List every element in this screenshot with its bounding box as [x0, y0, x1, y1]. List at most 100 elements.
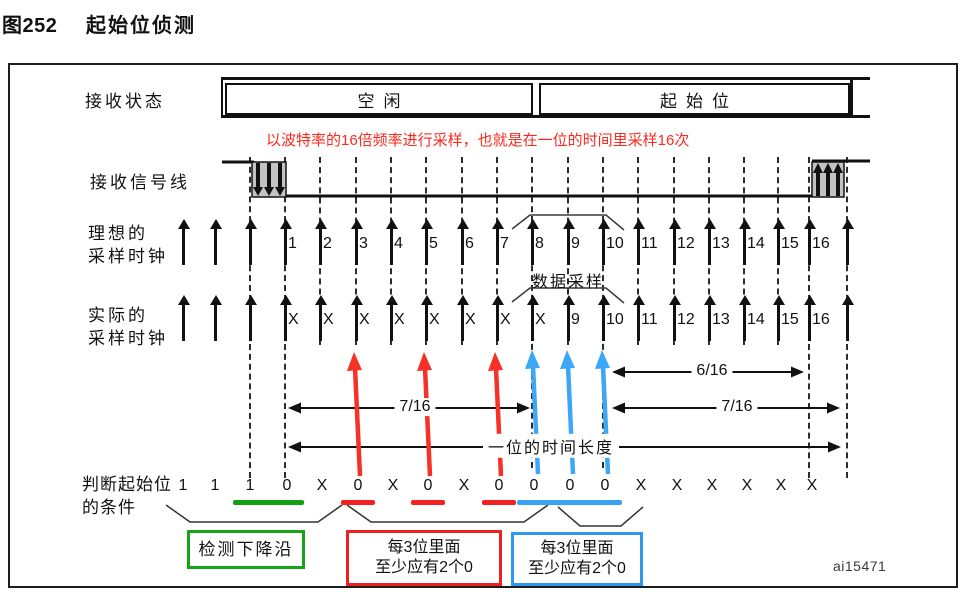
bit-value: X	[635, 477, 647, 494]
actual-clock-arrow	[177, 295, 190, 341]
bit-value: X	[806, 477, 818, 494]
bit-value: X	[387, 477, 399, 494]
ideal-clock-arrow	[562, 219, 575, 265]
figure-code: ai15471	[833, 558, 887, 574]
state-idle-label: 空闲	[357, 91, 410, 111]
actual-clock-label: X	[535, 311, 546, 328]
bit-value: 1	[178, 477, 188, 494]
state-band-divider	[850, 77, 853, 118]
ideal-clock-arrow	[526, 219, 539, 265]
ideal-clock-arrow	[244, 219, 257, 265]
bit-value: 0	[494, 477, 504, 494]
bit-value: 1	[210, 477, 220, 494]
bit-value: X	[458, 477, 470, 494]
actual-clock-label: 14	[747, 311, 765, 328]
actual-clock-label: 10	[606, 311, 624, 328]
ideal-clock-arrow	[632, 219, 645, 265]
actual-clock-arrow	[841, 295, 854, 341]
figure-number: 图252	[2, 15, 58, 37]
actual-clock-arrow	[803, 295, 816, 341]
ideal-clock-label: 12	[677, 235, 695, 252]
actual-clock-label: 12	[677, 311, 695, 328]
callout-blue-rule: 每3位里面 至少应有2个0	[511, 532, 643, 586]
ideal-clock-label: 1	[288, 235, 297, 252]
actual-clock-arrow	[597, 295, 610, 341]
bit-value: X	[671, 477, 683, 494]
state-start-bit-label: 起始位	[660, 91, 738, 111]
ideal-clock-label: 4	[394, 235, 403, 252]
label-ideal-clock-2: 采样时钟	[88, 247, 168, 266]
actual-clock-arrow	[703, 295, 716, 341]
ideal-clock-label: 10	[606, 235, 624, 252]
bit-value: 0	[565, 477, 575, 494]
sampling-annotation: 以波特率的16倍频率进行采样，也就是在一位的时间里采样16次	[266, 132, 690, 149]
bit-value: X	[775, 477, 787, 494]
ideal-clock-label: 6	[465, 235, 474, 252]
ideal-clock-arrow	[841, 219, 854, 265]
ideal-clock-label: 3	[359, 235, 368, 252]
bit-value: X	[706, 477, 718, 494]
ideal-clock-arrow	[668, 219, 681, 265]
callout-red-rule-line1: 每3位里面	[387, 539, 461, 556]
label-judge-2: 的条件	[82, 498, 136, 517]
bit-underline-green	[233, 500, 304, 505]
measure-mid-6-16: 6/16	[691, 362, 733, 381]
bit-value: X	[741, 477, 753, 494]
ideal-clock-arrow	[703, 219, 716, 265]
label-receive-state: 接收状态	[85, 92, 165, 111]
data-sampling-label: 数据采样	[531, 274, 605, 291]
actual-clock-label: X	[465, 311, 476, 328]
actual-clock-arrow	[420, 295, 433, 341]
actual-clock-arrow	[526, 295, 539, 341]
state-band-top-line	[222, 77, 870, 80]
page-title: 起始位侦测	[86, 15, 196, 37]
ideal-clock-label: 16	[812, 235, 830, 252]
callout-falling-edge: 检测下降沿	[187, 530, 305, 569]
actual-clock-label: 9	[571, 311, 580, 328]
actual-clock-arrow	[209, 295, 222, 341]
ideal-clock-arrow	[350, 219, 363, 265]
bit-value: X	[316, 477, 328, 494]
actual-clock-arrow	[456, 295, 469, 341]
ideal-clock-arrow	[738, 219, 751, 265]
label-judge-1: 判断起始位	[82, 475, 172, 494]
ideal-clock-arrow	[279, 219, 292, 265]
ideal-clock-arrow	[385, 219, 398, 265]
state-idle: 空闲	[225, 83, 533, 115]
ideal-clock-arrow	[772, 219, 785, 265]
measure-right-7-16: 7/16	[716, 398, 758, 417]
ideal-clock-label: 5	[429, 235, 438, 252]
actual-clock-label: X	[500, 311, 511, 328]
diagram-frame	[8, 63, 958, 588]
bit-value: 1	[245, 477, 255, 494]
ideal-clock-label: 9	[571, 235, 580, 252]
actual-clock-label: 15	[781, 311, 799, 328]
actual-clock-label: 11	[641, 311, 658, 328]
label-receive-signal: 接收信号线	[90, 173, 190, 192]
actual-clock-arrow	[491, 295, 504, 341]
bit-underline-red	[482, 500, 516, 505]
actual-clock-arrow	[385, 295, 398, 341]
ideal-clock-label: 11	[641, 235, 658, 252]
callout-falling-edge-text: 检测下降沿	[198, 539, 294, 559]
bit-value: 0	[423, 477, 433, 494]
state-band-bottom-line	[222, 115, 870, 118]
callout-red-rule: 每3位里面 至少应有2个0	[346, 530, 502, 586]
bit-underline-blue	[517, 500, 622, 505]
ideal-clock-arrow	[314, 219, 327, 265]
state-band-left-edge	[221, 77, 223, 118]
ideal-clock-arrow	[209, 219, 222, 265]
ideal-clock-arrow	[420, 219, 433, 265]
actual-clock-label: 13	[712, 311, 730, 328]
ideal-clock-arrow	[803, 219, 816, 265]
callout-blue-rule-line2: 至少应有2个0	[528, 560, 626, 577]
actual-clock-arrow	[279, 295, 292, 341]
actual-clock-arrow	[632, 295, 645, 341]
actual-clock-arrow	[668, 295, 681, 341]
ideal-clock-label: 15	[781, 235, 799, 252]
actual-clock-arrow	[314, 295, 327, 341]
actual-clock-label: 16	[812, 311, 830, 328]
ideal-clock-label: 14	[747, 235, 765, 252]
ideal-clock-label: 2	[323, 235, 332, 252]
